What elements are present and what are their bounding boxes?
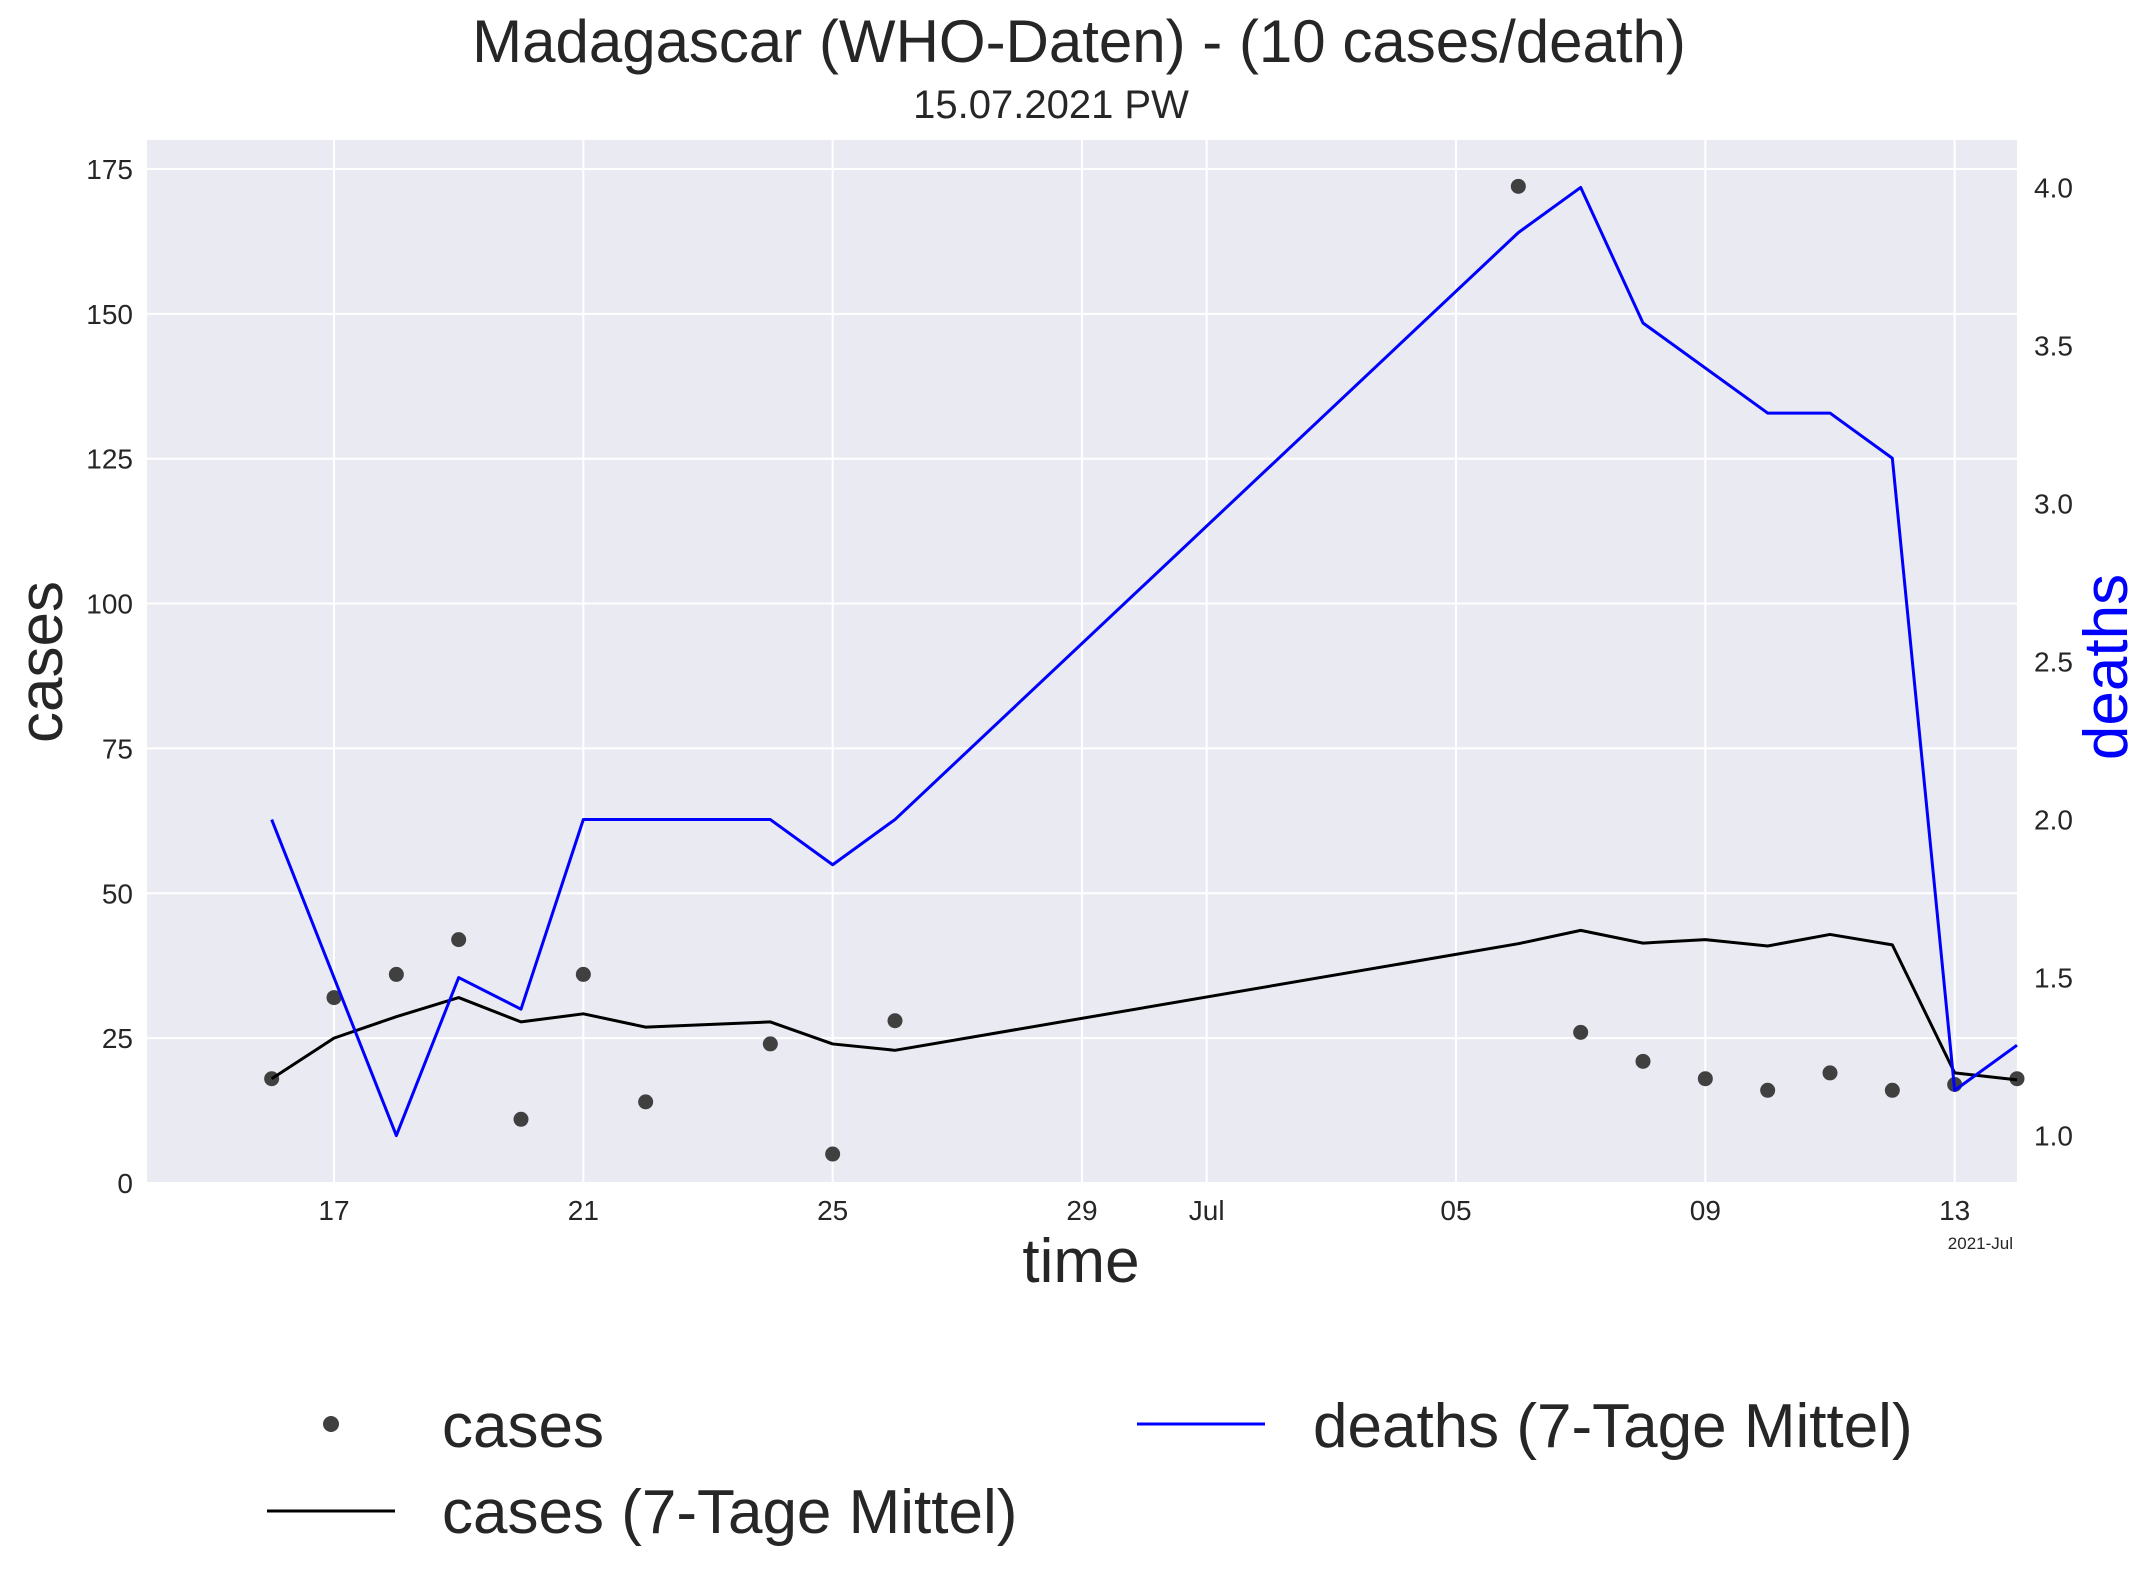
x-axis-label: time: [1022, 1227, 1139, 1296]
x-tick-label: 05: [1440, 1195, 1471, 1226]
cases-point: [451, 932, 467, 948]
legend-label-deaths-avg: deaths (7-Tage Mittel): [1313, 1392, 1913, 1461]
x-tick-label: 13: [1939, 1195, 1970, 1226]
y-tick-label: 0: [117, 1168, 133, 1199]
cases-point: [638, 1094, 654, 1110]
x-tick-label: 17: [318, 1195, 349, 1226]
y2-axis-label: deaths: [2072, 574, 2141, 760]
cases-point: [575, 966, 591, 982]
chart-marks: [264, 178, 2025, 1162]
y2-tick-label: 1.0: [2034, 1121, 2073, 1152]
cases-point: [1822, 1065, 1838, 1081]
y-tick-label: 25: [102, 1023, 133, 1054]
y-tick-label: 125: [86, 444, 133, 475]
x-tick-label: 21: [568, 1195, 599, 1226]
cases-point: [825, 1146, 841, 1162]
y2-tick-label: 3.5: [2034, 330, 2073, 361]
x-offset-label: 2021-Jul: [1948, 1234, 2013, 1253]
y-axis-label: cases: [7, 581, 76, 743]
y-tick-label: 100: [86, 589, 133, 620]
cases-avg-line: [270, 928, 2018, 1082]
x-tick-label: 29: [1066, 1195, 1097, 1226]
y-tick-label: 50: [102, 878, 133, 909]
cases-point: [762, 1036, 778, 1052]
x-tick-label: 09: [1690, 1195, 1721, 1226]
cases-point: [513, 1111, 529, 1127]
x-tick-label: 25: [817, 1195, 848, 1226]
cases-point: [1510, 178, 1526, 194]
y-tick-label: 175: [86, 154, 133, 185]
deaths-avg-line: [270, 185, 2018, 1138]
cases-point: [388, 966, 404, 982]
legend-label-cases-avg: cases (7-Tage Mittel): [442, 1478, 1017, 1547]
y-tick-label: 75: [102, 733, 133, 764]
tick-labels: 0 25 50 75 100 125 150 175 17 21 25 29 Jul 05 09 13 1.0 1…: [86, 154, 2073, 1226]
cases-point: [326, 990, 342, 1006]
y2-tick-label: 3.0: [2034, 488, 2073, 519]
y2-tick-label: 1.5: [2034, 963, 2073, 994]
grid: [147, 140, 2017, 1184]
y2-tick-label: 2.0: [2034, 805, 2073, 836]
y2-tick-label: 2.5: [2034, 647, 2073, 678]
y2-tick-label: 4.0: [2034, 172, 2073, 203]
chart-title: Madagascar (WHO-Daten) - (10 cases/death…: [472, 8, 1686, 75]
legend-label-cases: cases: [442, 1392, 604, 1461]
cases-point: [1573, 1024, 1589, 1040]
cases-point: [1884, 1082, 1900, 1098]
y-tick-label: 150: [86, 299, 133, 330]
cases-point: [1635, 1053, 1651, 1069]
chart-subtitle: 15.07.2021 PW: [913, 83, 1189, 127]
cases-point: [1697, 1071, 1713, 1087]
legend: cases cases (7-Tage Mittel) deaths (7-Ta…: [267, 1392, 1913, 1547]
cases-point: [1760, 1082, 1776, 1098]
legend-marker-cases: [323, 1416, 339, 1432]
cases-point: [887, 1013, 903, 1029]
x-tick-label: Jul: [1189, 1195, 1225, 1226]
